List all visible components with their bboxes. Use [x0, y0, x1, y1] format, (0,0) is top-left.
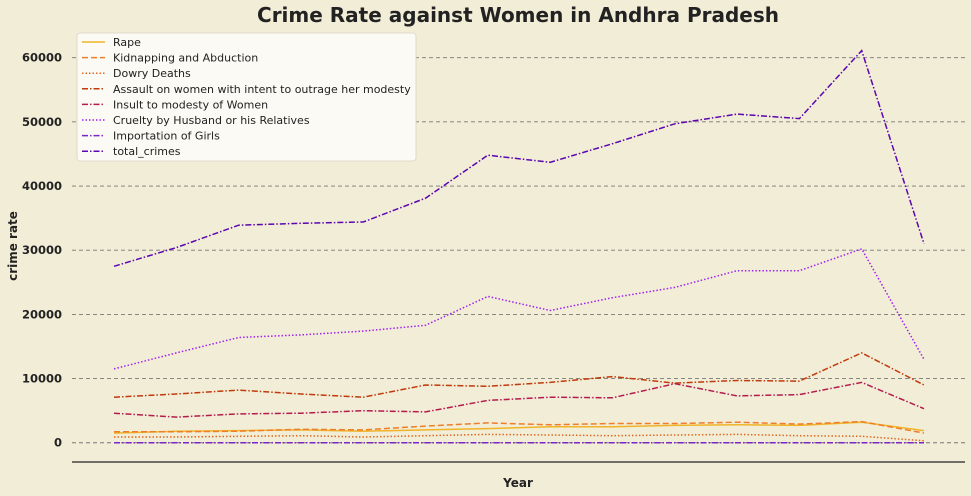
y-tick-label: 30000 [22, 243, 62, 257]
y-tick-label: 50000 [22, 115, 62, 129]
y-tick-label: 60000 [22, 51, 62, 65]
series-lines [113, 49, 925, 444]
legend: Rape Kidnapping and Abduction Dowry Deaths… [76, 32, 417, 162]
legend-label: total_crimes [113, 145, 181, 158]
x-axis-label: Year [502, 476, 533, 490]
y-tick-label: 40000 [22, 179, 62, 193]
series-line-3 [113, 352, 925, 398]
chart-title: Crime Rate against Women in Andhra Prade… [257, 3, 779, 27]
legend-label: Insult to modesty of Women [113, 98, 268, 111]
legend-label: Importation of Girls [113, 130, 220, 143]
legend-label: Cruelty by Husband or his Relatives [113, 114, 310, 127]
series-line-2 [114, 433, 925, 442]
legend-label: Rape [113, 36, 141, 49]
series-line-1 [114, 420, 925, 434]
y-axis-label: crime rate [6, 211, 20, 281]
series-line-7 [113, 49, 925, 268]
y-axis-ticks: 0 10000 20000 30000 40000 50000 60000 [22, 51, 62, 450]
legend-label: Assault on women with intent to outrage … [113, 83, 411, 96]
series-line-4 [113, 381, 925, 418]
y-tick-label: 20000 [22, 307, 62, 321]
legend-label: Kidnapping and Abduction [113, 52, 258, 65]
y-tick-label: 10000 [22, 372, 62, 386]
legend-label: Dowry Deaths [113, 67, 191, 80]
legend-box [76, 32, 417, 162]
series-line-5 [113, 247, 925, 370]
y-tick-label: 0 [54, 436, 62, 450]
